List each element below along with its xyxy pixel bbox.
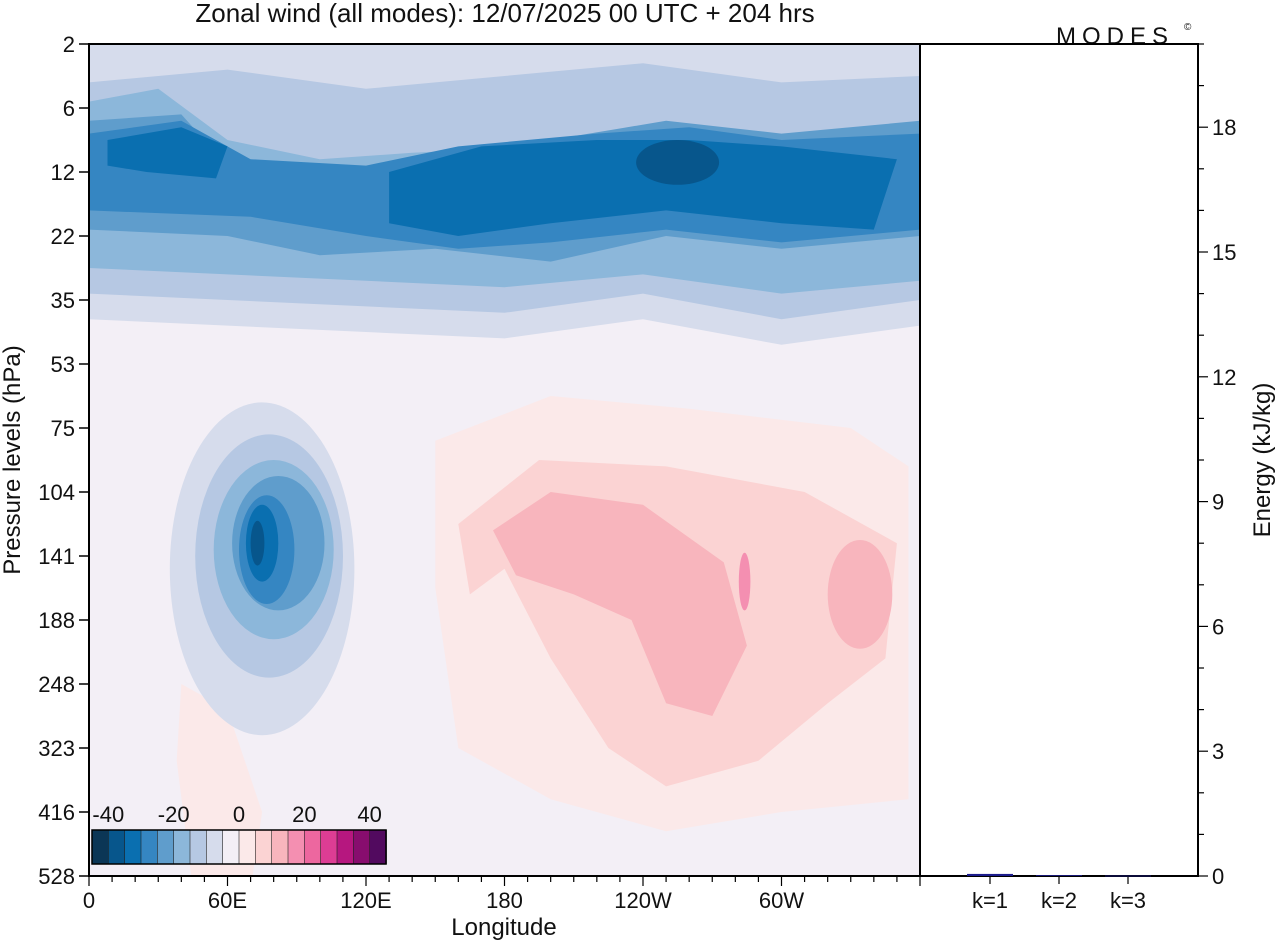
colorbar-cell	[271, 829, 289, 865]
y-tick-label: 75	[51, 416, 75, 441]
colorbar-tick-label: 20	[292, 802, 316, 827]
energy-category-label: k=3	[1110, 888, 1146, 913]
colorbar-frame	[91, 829, 387, 865]
colorbar-tick-label: 40	[357, 802, 381, 827]
x-tick-label: 0	[83, 888, 95, 913]
x-axis-label: Longitude	[451, 914, 556, 941]
energy-plot-area	[919, 43, 1199, 877]
colorbar-cell	[173, 829, 191, 865]
energy-axis-label: Energy (kJ/kg)	[1249, 383, 1276, 538]
y-tick-label: 416	[38, 800, 75, 825]
y-tick-label: 2	[63, 32, 75, 57]
contour-pos-15-east	[827, 540, 893, 649]
energy-bar	[1036, 875, 1082, 876]
colorbar-cell	[336, 829, 355, 865]
colorbar-cell	[255, 829, 273, 865]
colorbar-cell	[189, 829, 208, 865]
colorbar: -40 -20 0 20 40	[91, 802, 387, 865]
energy-category-label: k=2	[1041, 888, 1077, 913]
y-tick-label: 12	[51, 160, 75, 185]
energy-tick-label: 18	[1212, 115, 1236, 140]
colorbar-cell	[304, 829, 322, 865]
energy-tick-label: 9	[1212, 490, 1224, 515]
energy-tick-label: 12	[1212, 365, 1236, 390]
colorbar-cell	[287, 829, 306, 865]
energy-bar	[967, 873, 1013, 876]
colorbar-tick-label: -20	[158, 802, 190, 827]
y-axis-label: Pressure levels (hPa)	[0, 345, 26, 574]
colorbar-cell	[353, 829, 371, 865]
energy-tick-label: 0	[1212, 864, 1224, 889]
colorbar-cell	[222, 829, 240, 865]
contour-band-neg-35-west	[107, 127, 228, 179]
colorbar-cell	[206, 829, 224, 865]
contour-pos-20	[738, 552, 751, 611]
energy-tick-label: 3	[1212, 739, 1224, 764]
contour-pos-15	[493, 492, 747, 716]
chart-title: Zonal wind (all modes): 12/07/2025 00 UT…	[195, 0, 814, 28]
y-tick-label: 104	[38, 480, 75, 505]
colorbar-cell	[108, 829, 126, 865]
contour-core-neg-40	[636, 140, 720, 185]
colorbar-tick-label: 0	[233, 802, 245, 827]
y-tick-label: 22	[51, 224, 75, 249]
y-tick-label: 6	[63, 96, 75, 121]
colorbar-cell	[91, 829, 110, 865]
colorbar-cell	[369, 829, 387, 865]
wind-heatmap	[89, 44, 920, 876]
y-tick-label: 248	[38, 672, 75, 697]
y-tick-label: 528	[38, 864, 75, 889]
colorbar-cell	[157, 829, 175, 865]
colorbar-tick-label: -40	[92, 802, 124, 827]
energy-panel: 0 3 6 9 12 15 18 k=1 k=2 k=3 Energy (kJ/kg)	[919, 43, 1276, 913]
x-tick-label: 60E	[208, 888, 247, 913]
colorbar-cell	[238, 829, 257, 865]
contour-core-neg-40	[250, 520, 265, 566]
x-tick-label: 120E	[340, 888, 391, 913]
y-tick-label: 141	[38, 544, 75, 569]
contour-band-neg-35	[389, 140, 897, 236]
contour-pos-5-lower	[176, 684, 263, 876]
y-tick-label: 188	[38, 608, 75, 633]
energy-bar	[1105, 875, 1151, 877]
colorbar-cell	[124, 829, 142, 865]
x-tick-label: 180	[486, 888, 523, 913]
colorbar-cell	[320, 829, 338, 865]
y-tick-label: 53	[51, 352, 75, 377]
x-tick-label: 120W	[614, 888, 672, 913]
brand-mark: ©	[1184, 22, 1192, 33]
energy-tick-label: 6	[1212, 614, 1224, 639]
energy-category-label: k=1	[972, 888, 1008, 913]
y-tick-label: 323	[38, 736, 75, 761]
y-tick-label: 35	[51, 288, 75, 313]
energy-tick-label: 15	[1212, 240, 1236, 265]
x-tick-label: 60W	[759, 888, 804, 913]
colorbar-cell	[140, 829, 159, 865]
